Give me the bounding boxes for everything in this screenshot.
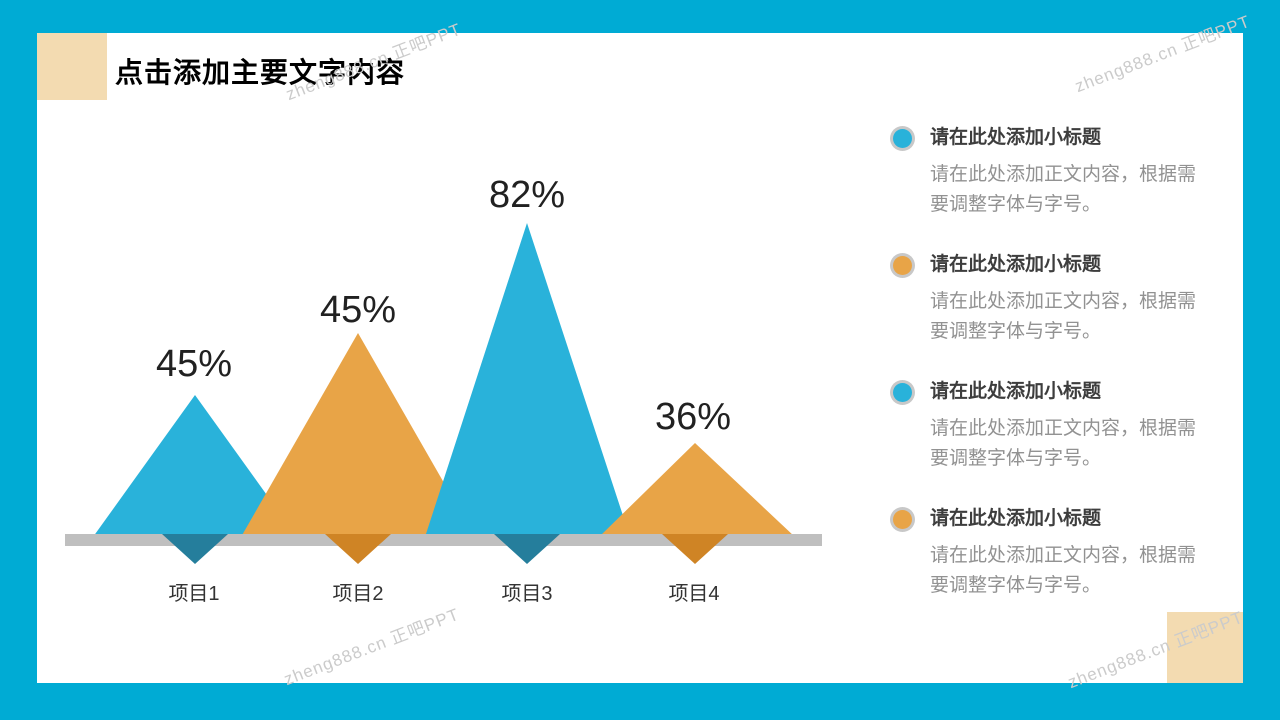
peak-triangle-2	[241, 333, 475, 537]
accent-square-top-left	[37, 33, 107, 100]
chart-baseline-bar	[65, 534, 822, 546]
category-label-4: 项目4	[668, 583, 720, 605]
value-label-1: 45%	[155, 343, 233, 385]
list-item-title: 请在此处添加小标题	[930, 508, 1102, 529]
list-item-body: 请在此处添加正文内容，根据需要调整字体与字号。	[930, 418, 1197, 469]
list-item-content: 请在此处添加小标题 请在此处添加正文内容，根据需要调整字体与字号。	[930, 507, 1202, 614]
reflection-triangle-3	[494, 534, 560, 564]
reflection-triangle-4	[662, 534, 728, 564]
list-item-title: 请在此处添加小标题	[930, 127, 1102, 148]
text-list-panel: 请在此处添加小标题 请在此处添加正文内容，根据需要调整字体与字号。 请在此处添加…	[889, 126, 1209, 634]
list-item-title: 请在此处添加小标题	[930, 381, 1102, 402]
list-item-body: 请在此处添加正文内容，根据需要调整字体与字号。	[930, 164, 1197, 215]
peak-triangle-4	[599, 443, 795, 537]
bullet-circle-icon	[890, 380, 915, 405]
list-item: 请在此处添加小标题 请在此处添加正文内容，根据需要调整字体与字号。	[889, 380, 1209, 487]
value-label-3: 82%	[488, 174, 566, 216]
bullet-circle-icon	[890, 126, 915, 151]
list-item-body: 请在此处添加正文内容，根据需要调整字体与字号。	[930, 291, 1197, 342]
reflection-triangle-2	[325, 534, 391, 564]
value-label-4: 36%	[654, 396, 732, 438]
list-item: 请在此处添加小标题 请在此处添加正文内容，根据需要调整字体与字号。	[889, 253, 1209, 360]
list-item-body: 请在此处添加正文内容，根据需要调整字体与字号。	[930, 545, 1197, 596]
list-item-content: 请在此处添加小标题 请在此处添加正文内容，根据需要调整字体与字号。	[930, 380, 1202, 487]
peak-triangle-3	[425, 223, 630, 537]
page-title: 点击添加主要文字内容	[115, 57, 406, 88]
bullet-circle-icon	[890, 253, 915, 278]
category-label-1: 项目1	[168, 583, 220, 605]
list-item-content: 请在此处添加小标题 请在此处添加正文内容，根据需要调整字体与字号。	[930, 253, 1202, 360]
category-label-2: 项目2	[332, 583, 384, 605]
value-label-2: 45%	[319, 289, 397, 331]
slide-canvas	[37, 33, 1243, 683]
reflection-triangle-1	[162, 534, 228, 564]
list-item-content: 请在此处添加小标题 请在此处添加正文内容，根据需要调整字体与字号。	[930, 126, 1202, 233]
bullet-circle-icon	[890, 507, 915, 532]
list-item-title: 请在此处添加小标题	[930, 254, 1102, 275]
accent-square-bottom-right	[1167, 612, 1243, 683]
category-label-3: 项目3	[501, 583, 553, 605]
peak-triangle-1	[93, 395, 297, 537]
list-item: 请在此处添加小标题 请在此处添加正文内容，根据需要调整字体与字号。	[889, 126, 1209, 233]
list-item: 请在此处添加小标题 请在此处添加正文内容，根据需要调整字体与字号。	[889, 507, 1209, 614]
